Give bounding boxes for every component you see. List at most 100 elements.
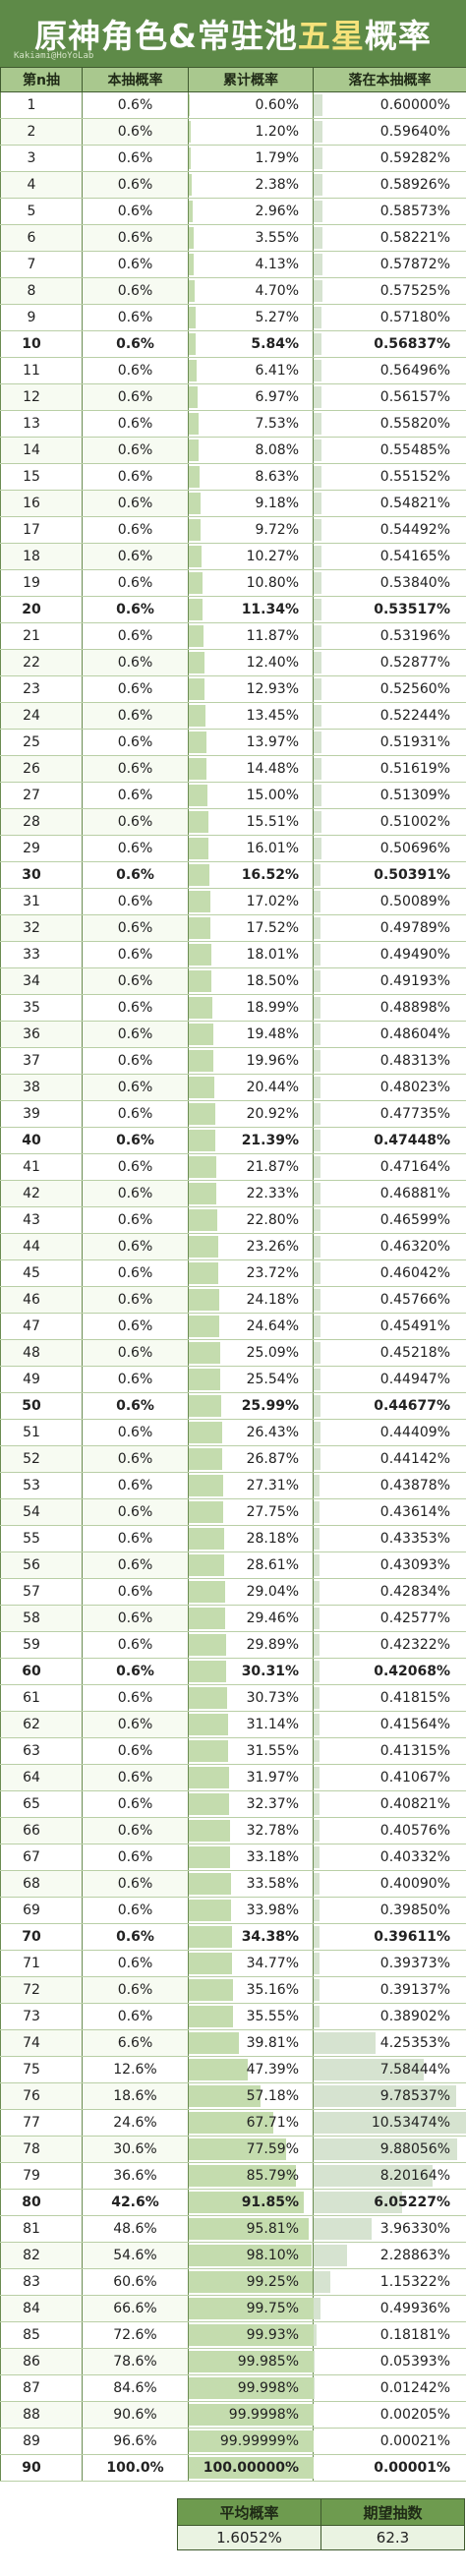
conditional-bar bbox=[314, 94, 322, 116]
summary-table: 平均概率 期望抽数 1.6052% 62.3 bbox=[177, 2498, 465, 2550]
conditional-label: 0.18181% bbox=[379, 2327, 450, 2343]
conditional-label: 0.42577% bbox=[379, 1610, 450, 1626]
table-row: 68 0.6% 33.58% 0.40090% bbox=[0, 1870, 466, 1898]
cumulative-label: 25.09% bbox=[246, 1345, 299, 1361]
cumulative-label: 6.97% bbox=[255, 389, 299, 405]
table-row: 19 0.6% 10.80% 0.53840% bbox=[0, 569, 466, 597]
conditional-label: 0.00021% bbox=[379, 2433, 450, 2449]
cumulative-label: 12.40% bbox=[246, 655, 299, 671]
cumulative-label: 14.48% bbox=[246, 761, 299, 777]
pull-number-cell: 60 bbox=[0, 1658, 83, 1685]
conditional-bar bbox=[314, 944, 321, 966]
header-banner: 原神角色&常驻池五星概率 Kakiami@HoYoLab bbox=[0, 0, 466, 67]
cumulative-bar bbox=[189, 2165, 296, 2187]
conditional-rate-cell: 0.46320% bbox=[313, 1233, 466, 1260]
cumulative-rate-cell: 4.70% bbox=[188, 277, 314, 305]
pull-number-cell: 49 bbox=[0, 1366, 83, 1393]
cumulative-label: 24.64% bbox=[246, 1318, 299, 1334]
pull-rate-cell: 0.6% bbox=[82, 1684, 189, 1712]
pull-rate-cell: 0.6% bbox=[82, 251, 189, 278]
conditional-rate-cell: 0.45766% bbox=[313, 1286, 466, 1314]
cumulative-bar bbox=[189, 1369, 221, 1390]
conditional-bar bbox=[314, 811, 321, 833]
conditional-bar bbox=[314, 1024, 321, 1045]
conditional-rate-cell: 8.20164% bbox=[313, 2162, 466, 2190]
conditional-label: 9.78537% bbox=[379, 2088, 450, 2104]
conditional-label: 0.42068% bbox=[374, 1664, 450, 1679]
table-row: 40 0.6% 21.39% 0.47448% bbox=[0, 1127, 466, 1154]
cumulative-label: 34.38% bbox=[241, 1929, 299, 1945]
cumulative-label: 18.50% bbox=[246, 973, 299, 989]
cumulative-rate-cell: 35.16% bbox=[188, 1976, 314, 2004]
pull-number-cell: 81 bbox=[0, 2215, 83, 2243]
pull-rate-cell: 66.6% bbox=[82, 2295, 189, 2322]
cumulative-bar bbox=[189, 1926, 232, 1948]
conditional-label: 0.45766% bbox=[379, 1292, 450, 1308]
pull-rate-cell: 12.6% bbox=[82, 2056, 189, 2083]
cumulative-label: 99.998% bbox=[237, 2380, 299, 2396]
pull-number-cell: 17 bbox=[0, 516, 83, 544]
conditional-rate-cell: 0.52560% bbox=[313, 675, 466, 703]
cumulative-rate-cell: 2.96% bbox=[188, 198, 314, 225]
cumulative-rate-cell: 7.53% bbox=[188, 410, 314, 438]
cumulative-rate-cell: 22.33% bbox=[188, 1180, 314, 1207]
conditional-label: 0.53517% bbox=[374, 602, 450, 617]
cumulative-rate-cell: 26.87% bbox=[188, 1445, 314, 1473]
conditional-bar bbox=[314, 1661, 320, 1682]
summary-header-average: 平均概率 bbox=[177, 2498, 321, 2526]
pull-number-cell: 32 bbox=[0, 914, 83, 942]
conditional-label: 9.88056% bbox=[379, 2141, 450, 2157]
conditional-label: 0.39611% bbox=[374, 1929, 450, 1945]
conditional-rate-cell: 0.51309% bbox=[313, 782, 466, 809]
cumulative-bar bbox=[189, 307, 196, 328]
cumulative-rate-cell: 9.18% bbox=[188, 490, 314, 517]
cumulative-label: 10.27% bbox=[246, 549, 299, 564]
pull-number-cell: 6 bbox=[0, 224, 83, 252]
pull-number-cell: 69 bbox=[0, 1897, 83, 1924]
pull-rate-cell: 0.6% bbox=[82, 1844, 189, 1871]
conditional-label: 2.28863% bbox=[379, 2248, 450, 2263]
conditional-rate-cell: 0.47735% bbox=[313, 1100, 466, 1128]
cumulative-bar bbox=[189, 2032, 239, 2054]
conditional-label: 0.48023% bbox=[379, 1080, 450, 1095]
pull-number-cell: 61 bbox=[0, 1684, 83, 1712]
cumulative-label: 2.96% bbox=[255, 204, 299, 219]
conditional-rate-cell: 0.43353% bbox=[313, 1525, 466, 1552]
conditional-bar bbox=[314, 652, 321, 673]
cumulative-bar bbox=[189, 891, 210, 912]
pull-number-cell: 30 bbox=[0, 861, 83, 889]
table-row: 89 96.6% 99.99999% 0.00021% bbox=[0, 2428, 466, 2455]
cumulative-label: 6.41% bbox=[255, 363, 299, 379]
conditional-label: 0.59640% bbox=[379, 124, 450, 140]
pull-rate-cell: 0.6% bbox=[82, 729, 189, 756]
pull-rate-cell: 0.6% bbox=[82, 198, 189, 225]
cumulative-bar bbox=[189, 254, 195, 275]
cumulative-bar bbox=[189, 1183, 217, 1204]
pull-number-cell: 51 bbox=[0, 1419, 83, 1446]
conditional-rate-cell: 0.48604% bbox=[313, 1021, 466, 1048]
cumulative-bar bbox=[189, 944, 211, 966]
cumulative-rate-cell: 39.81% bbox=[188, 2029, 314, 2057]
conditional-rate-cell: 0.40332% bbox=[313, 1844, 466, 1871]
table-row: 61 0.6% 30.73% 0.41815% bbox=[0, 1684, 466, 1712]
pull-rate-cell: 0.6% bbox=[82, 1498, 189, 1526]
conditional-rate-cell: 0.51002% bbox=[313, 808, 466, 836]
table-row: 49 0.6% 25.54% 0.44947% bbox=[0, 1366, 466, 1393]
pull-rate-cell: 0.6% bbox=[82, 330, 189, 358]
pull-rate-cell: 0.6% bbox=[82, 1711, 189, 1738]
cumulative-rate-cell: 67.71% bbox=[188, 2109, 314, 2137]
conditional-label: 0.45491% bbox=[379, 1318, 450, 1334]
cumulative-rate-cell: 23.72% bbox=[188, 1259, 314, 1287]
conditional-label: 0.00001% bbox=[374, 2460, 450, 2476]
pull-rate-cell: 0.6% bbox=[82, 888, 189, 915]
conditional-bar bbox=[314, 1475, 320, 1496]
cumulative-rate-cell: 27.31% bbox=[188, 1472, 314, 1499]
table-row: 69 0.6% 33.98% 0.39850% bbox=[0, 1897, 466, 1924]
table-row: 18 0.6% 10.27% 0.54165% bbox=[0, 543, 466, 570]
cumulative-label: 35.16% bbox=[246, 1982, 299, 1998]
pull-number-cell: 3 bbox=[0, 145, 83, 172]
cumulative-rate-cell: 15.51% bbox=[188, 808, 314, 836]
pull-number-cell: 54 bbox=[0, 1498, 83, 1526]
conditional-rate-cell: 0.54492% bbox=[313, 516, 466, 544]
table-row: 59 0.6% 29.89% 0.42322% bbox=[0, 1631, 466, 1659]
